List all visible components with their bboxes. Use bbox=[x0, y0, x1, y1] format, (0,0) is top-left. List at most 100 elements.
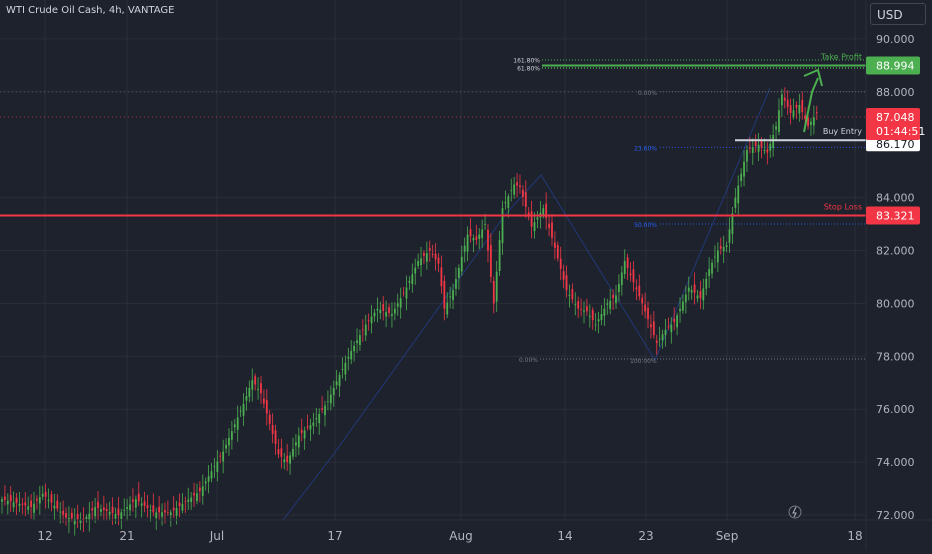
candle-body bbox=[795, 104, 798, 108]
candle-body bbox=[434, 253, 437, 260]
candle-body bbox=[588, 315, 591, 317]
candle-body bbox=[260, 383, 262, 394]
candle-body bbox=[321, 408, 323, 410]
candle-body bbox=[88, 513, 91, 521]
candle-body bbox=[56, 500, 59, 509]
current-price-tag[interactable] bbox=[866, 107, 920, 140]
candle-body bbox=[690, 290, 693, 293]
fib-retracement-label: 23.60% bbox=[634, 145, 657, 152]
take-profit-price-tag[interactable] bbox=[866, 56, 920, 75]
candle-body bbox=[324, 405, 326, 416]
candle-body bbox=[6, 500, 9, 505]
candle-body bbox=[443, 280, 446, 309]
y-tick-label: 76.000 bbox=[876, 403, 915, 416]
candle-body bbox=[193, 493, 195, 496]
candle-body bbox=[210, 471, 213, 479]
candle-body bbox=[734, 197, 737, 208]
candle-body bbox=[536, 217, 539, 220]
y-tick-label: 80.000 bbox=[876, 297, 915, 310]
symbol-title[interactable]: WTI Crude Oil Cash, 4h, VANTAGE bbox=[6, 5, 175, 16]
flash-icon-circle bbox=[788, 505, 802, 519]
x-tick-label: 14 bbox=[557, 529, 572, 543]
candle-body bbox=[190, 497, 193, 503]
candle-body bbox=[519, 185, 521, 188]
candle-body bbox=[510, 190, 513, 192]
candle-body bbox=[222, 451, 225, 462]
candle-body bbox=[530, 211, 533, 227]
candle-body bbox=[347, 356, 350, 359]
candle-body bbox=[385, 311, 388, 317]
candle-body bbox=[798, 105, 801, 114]
candle-body bbox=[271, 425, 274, 434]
candle-body bbox=[149, 510, 152, 511]
candle-body bbox=[452, 290, 454, 300]
candle-body bbox=[73, 518, 76, 525]
candle-body bbox=[169, 512, 172, 516]
candle-body bbox=[414, 267, 417, 274]
candle-body bbox=[97, 501, 99, 509]
candle-body bbox=[216, 461, 219, 472]
candle-body bbox=[682, 301, 684, 311]
candle-body bbox=[4, 496, 6, 500]
stop-loss-price-tag[interactable] bbox=[866, 206, 920, 225]
y-tick-label: 78.000 bbox=[876, 350, 915, 363]
candle-body bbox=[425, 253, 428, 262]
arrow-head-icon bbox=[803, 68, 823, 87]
candle-body bbox=[754, 141, 757, 147]
take-profit-price-tag-text: 88.994 bbox=[876, 60, 915, 73]
candle-body bbox=[810, 121, 812, 125]
candle-body bbox=[134, 499, 137, 508]
candle-body bbox=[551, 222, 553, 238]
candle-body bbox=[33, 503, 35, 513]
candle-body bbox=[225, 444, 227, 449]
buy-entry-label: Buy Entry bbox=[823, 127, 862, 136]
candle-body bbox=[521, 189, 524, 197]
candle-body bbox=[489, 245, 492, 277]
candle-body bbox=[175, 508, 178, 516]
candle-body bbox=[379, 309, 382, 314]
candle-body bbox=[423, 253, 425, 256]
flash-icon[interactable] bbox=[788, 505, 802, 519]
candle-body bbox=[783, 97, 786, 101]
candle-body bbox=[731, 213, 734, 234]
candle-body bbox=[356, 340, 358, 344]
candle-body bbox=[257, 388, 259, 390]
candle-body bbox=[757, 144, 760, 152]
candle-body bbox=[597, 319, 600, 322]
candle-body bbox=[556, 245, 559, 259]
candle-body bbox=[391, 313, 393, 316]
candle-body bbox=[117, 508, 120, 515]
y-tick-label: 82.000 bbox=[876, 245, 915, 258]
candle-body bbox=[111, 506, 114, 514]
candle-body bbox=[230, 431, 233, 440]
candle-body bbox=[580, 309, 582, 310]
candle-body bbox=[664, 329, 667, 336]
candle-body bbox=[108, 512, 111, 515]
y-tick-label: 74.000 bbox=[876, 456, 915, 469]
candle-body bbox=[778, 110, 780, 132]
candle-body bbox=[388, 307, 390, 313]
candle-body bbox=[708, 269, 711, 276]
candle-body bbox=[620, 272, 623, 286]
take-profit-label: Take Profit bbox=[820, 53, 862, 62]
fib-extension-label: 161.80% bbox=[513, 58, 540, 65]
candle-body bbox=[24, 502, 27, 506]
candle-body bbox=[254, 376, 257, 385]
candle-body bbox=[571, 289, 574, 300]
candle-body bbox=[132, 499, 134, 502]
candle-body bbox=[484, 224, 486, 225]
candle-body bbox=[265, 399, 268, 414]
candle-body bbox=[641, 297, 644, 304]
candle-body bbox=[373, 312, 376, 317]
candle-body bbox=[277, 449, 280, 455]
candle-body bbox=[219, 455, 222, 457]
candle-body bbox=[644, 304, 647, 312]
currency-button[interactable]: USD bbox=[870, 3, 926, 25]
candle-body bbox=[12, 502, 15, 508]
candle-body bbox=[455, 279, 457, 289]
candle-body bbox=[600, 313, 603, 321]
candle-body bbox=[236, 417, 239, 430]
candle-body bbox=[577, 301, 580, 309]
